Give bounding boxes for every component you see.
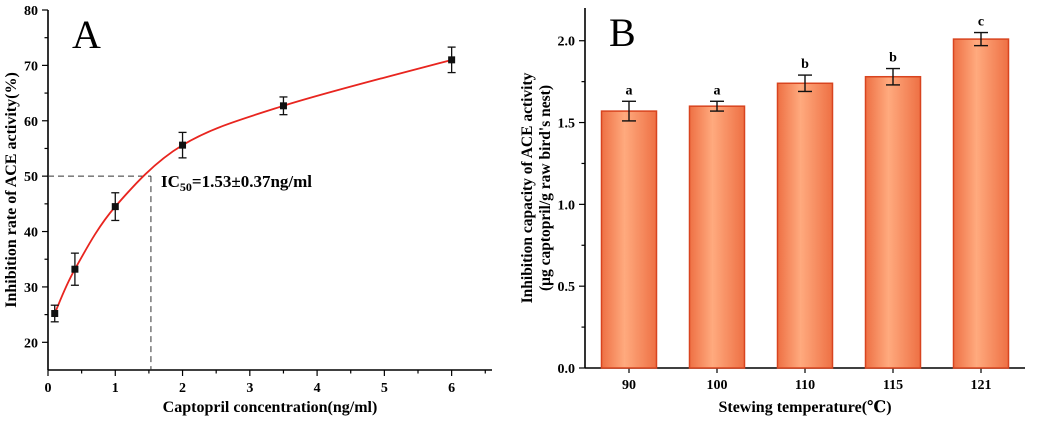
svg-text:b: b: [889, 51, 897, 66]
significance-labels: a a b b c: [626, 15, 985, 99]
x-axis-title: Stewing temperature(℃): [718, 399, 891, 416]
svg-text:4: 4: [314, 381, 321, 396]
bar: [600, 110, 658, 369]
ic50-annotation: IC50=1.53±0.37ng/ml: [161, 172, 312, 194]
bar: [952, 38, 1010, 369]
y-axis-title-line2: (μg captopril/g raw bird's nest): [537, 85, 554, 291]
panel-label-a: A: [72, 12, 101, 57]
svg-text:115: 115: [883, 378, 903, 393]
svg-text:90: 90: [622, 378, 636, 393]
tick-labels: 0.0 0.5 1.0 1.5 2.0 90 100 110 115 121: [558, 35, 992, 393]
svg-text:6: 6: [448, 381, 455, 396]
svg-text:0.0: 0.0: [558, 362, 576, 377]
y-axis-title-line1: Inhibition capacity of ACE activity: [519, 72, 536, 303]
svg-text:60: 60: [24, 115, 38, 130]
svg-text:121: 121: [971, 378, 992, 393]
svg-text:80: 80: [24, 4, 38, 19]
panel-b-bar-chart: 0.0 0.5 1.0 1.5 2.0 90 100 110 115 121 Stewing tem…: [519, 8, 1025, 416]
y-axis-title: Inhibition rate of ACE activity(%): [3, 72, 20, 308]
svg-text:2.0: 2.0: [558, 35, 576, 50]
x-axis-title: Captopril concentration(ng/ml): [163, 399, 378, 416]
svg-text:c: c: [978, 15, 984, 30]
svg-text:1.5: 1.5: [558, 117, 576, 132]
panel-label-b: B: [609, 10, 636, 55]
ic50-reference-lines: [48, 175, 152, 370]
data-points: [51, 56, 456, 318]
svg-text:2: 2: [179, 381, 186, 396]
bar: [688, 105, 746, 369]
tick-marks: [42, 9, 486, 376]
bar: [776, 82, 834, 369]
panel-a-scatter-chart: 0 1 2 3 4 5 6 20 30 40 50 60 70 80 Captopril concentra…: [3, 4, 492, 416]
svg-text:100: 100: [707, 378, 728, 393]
svg-text:a: a: [626, 83, 633, 98]
svg-text:1.0: 1.0: [558, 198, 576, 213]
svg-text:20: 20: [24, 336, 38, 351]
svg-text:a: a: [714, 83, 721, 98]
svg-text:30: 30: [24, 281, 38, 296]
tick-labels: 0 1 2 3 4 5 6 20 30 40 50 60 70 80: [24, 4, 455, 396]
svg-text:3: 3: [246, 381, 253, 396]
svg-text:110: 110: [795, 378, 815, 393]
svg-text:1: 1: [112, 381, 119, 396]
svg-text:50: 50: [24, 170, 38, 185]
error-bars: [622, 31, 988, 122]
bars: [600, 38, 1010, 369]
svg-text:0.5: 0.5: [558, 280, 576, 295]
svg-text:70: 70: [24, 59, 38, 74]
svg-text:40: 40: [24, 226, 38, 241]
tick-marks: [579, 40, 982, 373]
svg-text:0: 0: [45, 381, 52, 396]
bar: [864, 75, 922, 369]
svg-text:5: 5: [381, 381, 388, 396]
svg-text:b: b: [801, 57, 809, 72]
